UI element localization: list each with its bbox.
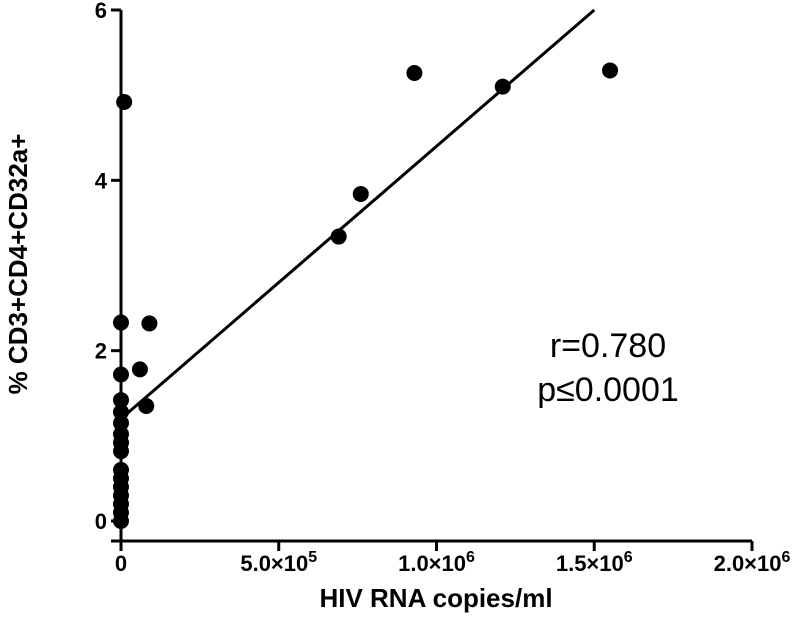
p-value-annotation: p≤0.0001 — [537, 371, 679, 409]
data-point — [113, 443, 129, 460]
correlation-annotation: r=0.780 — [550, 327, 666, 365]
data-point — [113, 366, 129, 383]
axes — [111, 10, 752, 543]
x-tick-label: 5.0×105 — [240, 549, 317, 576]
data-point — [113, 415, 129, 432]
x-tick-label: 0 — [115, 551, 127, 576]
data-point — [602, 62, 619, 79]
data-point — [141, 315, 158, 332]
data-point — [406, 65, 423, 82]
data-point — [113, 392, 129, 409]
data-point — [113, 513, 129, 529]
data-point — [131, 361, 148, 378]
x-tick-label: 1.5×106 — [556, 549, 633, 576]
y-tick-label: 0 — [95, 509, 107, 534]
data-point — [113, 314, 129, 331]
data-point — [352, 185, 369, 202]
data-points — [113, 62, 619, 529]
regression-line — [120, 8, 596, 420]
x-tick-label: 2.0×106 — [714, 549, 791, 576]
y-tick-label: 6 — [95, 0, 107, 23]
y-tick-label: 4 — [95, 168, 108, 193]
x-tick-label: 1.0×106 — [398, 549, 475, 576]
y-axis-title: % CD3+CD4+CD32a+ — [3, 134, 33, 395]
y-tick-label: 2 — [95, 339, 107, 364]
ticks: 0 2 4 6 0 5.0×105 1.0×106 1.5×106 2.0×106 — [95, 0, 791, 576]
x-axis-title: HIV RNA copies/ml — [319, 583, 552, 613]
data-point — [116, 93, 133, 110]
